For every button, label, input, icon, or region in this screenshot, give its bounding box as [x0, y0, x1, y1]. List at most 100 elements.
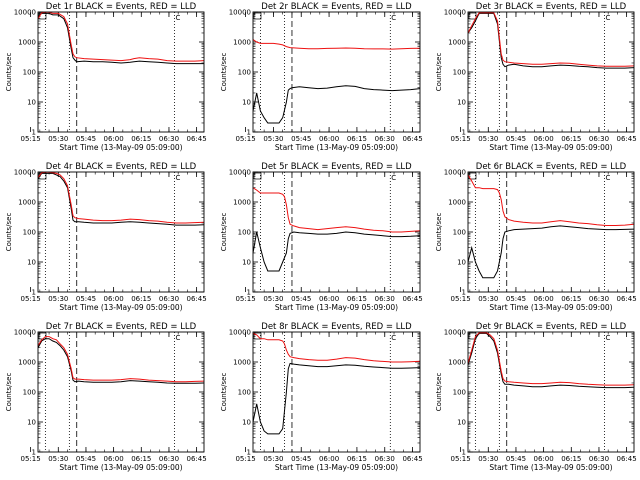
x-tick-label: 06:30 — [589, 295, 609, 303]
y-tick-label: 100 — [453, 69, 466, 77]
y-axis-label: Counts/sec — [220, 53, 228, 92]
x-tick-label: 05:30 — [48, 455, 68, 463]
y-tick-label: 1000 — [18, 359, 36, 367]
panel-8: Det 8r BLACK = Events, RED = LLD 1 10 100 10… — [220, 322, 423, 472]
x-tick-label: 05:30 — [263, 455, 283, 463]
y-tick-label: 10000 — [229, 329, 251, 337]
y-tick-label: 10000 — [14, 329, 36, 337]
panel-title: Det 1r BLACK = Events, RED = LLD — [46, 2, 197, 12]
x-tick-label: 06:30 — [159, 135, 179, 143]
panel-title: Det 8r BLACK = Events, RED = LLD — [261, 322, 412, 332]
x-axis-label: Start Time (13-May-09 05:09:00) — [59, 463, 182, 472]
x-tick-label: 05:30 — [263, 295, 283, 303]
x-tick-label: 06:15 — [561, 135, 581, 143]
plot-frame — [467, 171, 635, 293]
x-tick-label: 05:15 — [21, 135, 41, 143]
x-tick-label: 06:00 — [319, 135, 339, 143]
x-tick-label: 06:30 — [159, 295, 179, 303]
attenuator-label: C — [391, 14, 396, 22]
y-axis-label: Counts/sec — [435, 373, 443, 412]
x-tick-label: 06:30 — [589, 135, 609, 143]
events-series-line — [468, 332, 634, 389]
y-tick-label: 100 — [23, 229, 36, 237]
events-series-line — [38, 172, 204, 226]
panel-7: Det 7r BLACK = Events, RED = LLD 1 10 100 10… — [5, 322, 207, 472]
events-series-line — [253, 231, 420, 272]
attenuator-label: C — [391, 174, 396, 182]
attenuator-box — [253, 172, 262, 180]
y-tick-label: 1 — [247, 449, 251, 457]
x-axis-label: Start Time (13-May-09 05:09:00) — [489, 143, 612, 152]
y-axis-label: Counts/sec — [5, 213, 13, 252]
y-tick-label: 10 — [457, 419, 466, 427]
x-tick-label: 05:45 — [506, 455, 526, 463]
y-axis-label: Counts/sec — [435, 213, 443, 252]
panel-title: Det 7r BLACK = Events, RED = LLD — [46, 322, 197, 332]
plot-frame — [467, 11, 635, 133]
lld-series-line — [468, 332, 634, 386]
x-tick-label: 05:30 — [478, 135, 498, 143]
y-tick-label: 100 — [238, 389, 251, 397]
y-tick-label: 1000 — [233, 359, 251, 367]
x-axis-label: Start Time (13-May-09 05:09:00) — [59, 143, 182, 152]
y-axis-label: Counts/sec — [5, 373, 13, 412]
y-tick-label: 1000 — [18, 199, 36, 207]
y-tick-label: 10000 — [444, 9, 466, 17]
plot-frame — [37, 331, 205, 453]
y-tick-label: 10 — [27, 419, 36, 427]
y-tick-label: 1 — [32, 129, 36, 137]
x-tick-label: 06:00 — [534, 295, 554, 303]
panel-title: Det 5r BLACK = Events, RED = LLD — [261, 162, 412, 172]
y-tick-label: 1 — [32, 289, 36, 297]
y-tick-label: 10000 — [444, 329, 466, 337]
attenuator-box — [468, 12, 477, 20]
y-tick-label: 10000 — [229, 169, 251, 177]
panel-title: Det 9r BLACK = Events, RED = LLD — [476, 322, 627, 332]
y-tick-label: 10000 — [444, 169, 466, 177]
x-tick-label: 05:15 — [451, 295, 471, 303]
x-tick-label: 05:30 — [48, 295, 68, 303]
x-tick-label: 06:00 — [534, 455, 554, 463]
x-axis-label: Start Time (13-May-09 05:09:00) — [489, 463, 612, 472]
y-tick-label: 10 — [242, 419, 251, 427]
events-series-line — [468, 225, 634, 279]
y-axis-label: Counts/sec — [220, 213, 228, 252]
x-tick-label: 06:15 — [347, 135, 367, 143]
x-tick-label: 06:00 — [104, 295, 124, 303]
x-tick-label: 05:45 — [76, 295, 96, 303]
lld-series-line — [38, 172, 204, 224]
y-tick-label: 1000 — [233, 39, 251, 47]
x-tick-label: 05:30 — [478, 455, 498, 463]
plot-frame — [467, 331, 635, 453]
panel-1: Det 1r BLACK = Events, RED = LLD 1 10 100 10… — [5, 2, 207, 152]
x-tick-label: 05:30 — [48, 135, 68, 143]
panel-9: Det 9r BLACK = Events, RED = LLD 1 10 100 10… — [435, 322, 637, 472]
y-tick-label: 10 — [242, 99, 251, 107]
x-tick-label: 06:00 — [319, 295, 339, 303]
events-series-line — [468, 12, 634, 69]
y-tick-label: 10000 — [14, 9, 36, 17]
x-tick-label: 05:15 — [21, 455, 41, 463]
x-tick-label: 06:45 — [187, 135, 207, 143]
events-series-line — [253, 362, 420, 435]
y-tick-label: 10 — [457, 99, 466, 107]
plot-frame — [252, 331, 421, 453]
y-tick-label: 1 — [462, 289, 466, 297]
y-tick-label: 1000 — [18, 39, 36, 47]
x-tick-label: 06:45 — [402, 295, 422, 303]
x-tick-label: 05:45 — [291, 295, 311, 303]
panel-title: Det 4r BLACK = Events, RED = LLD — [46, 162, 197, 172]
x-tick-label: 06:15 — [131, 295, 151, 303]
x-tick-label: 06:30 — [375, 135, 395, 143]
y-tick-label: 10 — [27, 99, 36, 107]
x-axis-label: Start Time (13-May-09 05:09:00) — [489, 303, 612, 312]
y-tick-label: 10 — [242, 259, 251, 267]
x-tick-label: 05:15 — [451, 135, 471, 143]
lld-series-line — [253, 187, 420, 233]
lld-series-line — [38, 12, 204, 62]
x-tick-label: 06:45 — [402, 455, 422, 463]
y-tick-label: 1000 — [448, 39, 466, 47]
y-tick-label: 1000 — [448, 359, 466, 367]
lld-series-line — [38, 336, 204, 383]
